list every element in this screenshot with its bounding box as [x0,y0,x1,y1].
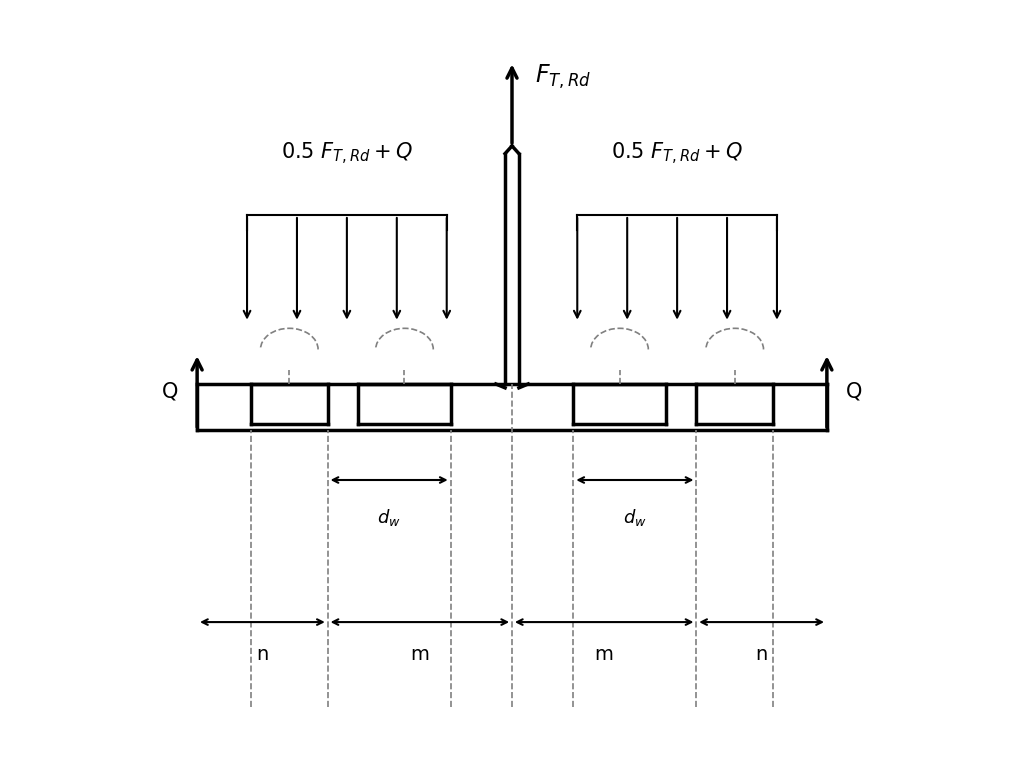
Text: $F_{T,Rd}$: $F_{T,Rd}$ [535,63,591,91]
Text: Q: Q [162,382,178,402]
Text: m: m [595,645,613,664]
Text: Q: Q [846,382,862,402]
Text: $d_w$: $d_w$ [623,507,647,528]
Text: n: n [256,645,268,664]
Text: $d_w$: $d_w$ [377,507,401,528]
Text: m: m [411,645,429,664]
Text: $0.5\ F_{T,Rd} + Q$: $0.5\ F_{T,Rd} + Q$ [611,141,743,167]
Text: n: n [756,645,768,664]
Text: $0.5\ F_{T,Rd} + Q$: $0.5\ F_{T,Rd} + Q$ [281,141,413,167]
